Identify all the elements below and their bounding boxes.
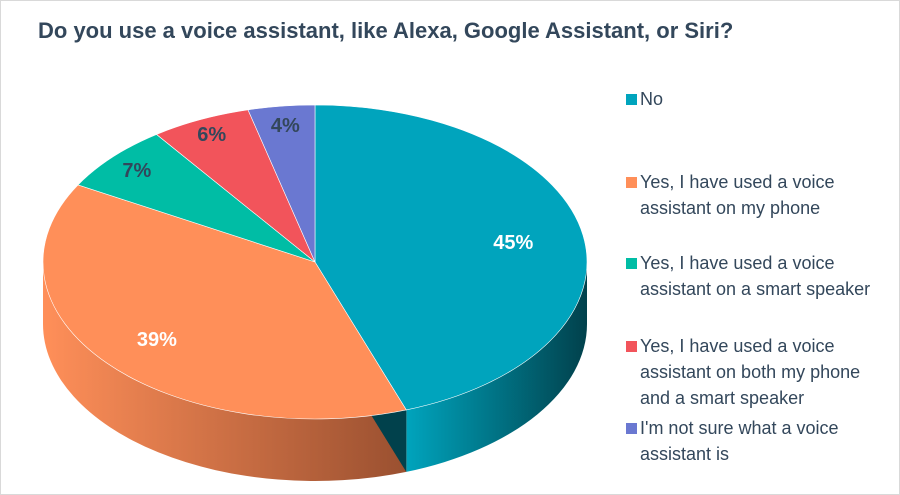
legend-label-phone: Yes, I have used a voice assistant on my…: [640, 172, 835, 218]
chart-legend: No Yes, I have used a voice assistant on…: [626, 0, 896, 495]
pie-slice-no: [314, 104, 588, 411]
pie-side-phone: [43, 262, 407, 481]
legend-label-no: No: [640, 89, 664, 109]
data-label-not-sure: 4%: [271, 115, 300, 137]
pie-slice-not-sure: [247, 104, 316, 263]
pie-slice-speaker: [77, 134, 316, 263]
data-label-no: 45%: [493, 232, 533, 254]
data-label-speaker: 7%: [122, 160, 151, 182]
data-label-phone: 39%: [137, 329, 177, 351]
legend-swatch-both: [626, 341, 637, 352]
legend-label-not-sure: I'm not sure what a voice assistant is: [640, 418, 839, 464]
legend-label-speaker: Yes, I have used a voice assistant on a …: [640, 253, 871, 299]
pie-side-no: [406, 262, 587, 472]
pie-chart: 45% 39% 7% 6% 4%: [42, 104, 588, 481]
legend-label-both: Yes, I have used a voice assistant on bo…: [640, 336, 861, 408]
legend-swatch-not-sure: [626, 423, 637, 434]
chart-title: Do you use a voice assistant, like Alexa…: [38, 18, 734, 43]
pie-slice-phone: [42, 184, 407, 420]
legend-swatch-speaker: [626, 258, 637, 269]
data-label-both: 6%: [197, 124, 226, 146]
legend-swatch-phone: [626, 177, 637, 188]
legend-swatch-no: [626, 94, 637, 105]
